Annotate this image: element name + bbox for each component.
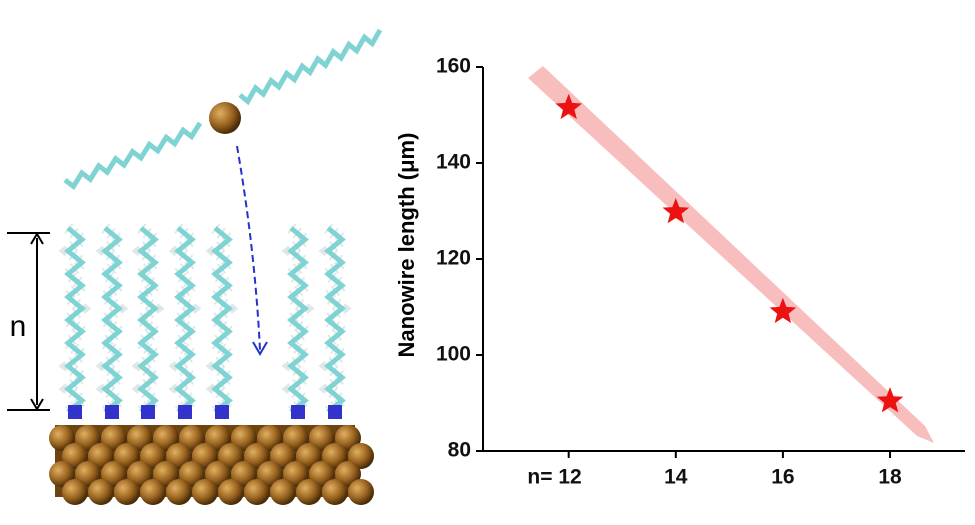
y-tick-label: 80: [448, 439, 471, 462]
gold-atom: [309, 461, 335, 487]
gold-atom: [153, 425, 179, 451]
gold-atom: [244, 479, 270, 505]
amine: [68, 405, 82, 419]
point: [769, 297, 797, 324]
gold-atom: [49, 425, 75, 451]
y-tick-label: 120: [436, 247, 471, 270]
gold-atom: [283, 461, 309, 487]
gold-atom: [205, 425, 231, 451]
gold-atom: [231, 425, 257, 451]
point: [876, 387, 904, 413]
gold-atom: [114, 443, 140, 469]
drop-arrow: [236, 145, 261, 351]
point: [555, 93, 582, 120]
gold-atom: [309, 425, 335, 451]
y-tick-label: 140: [436, 151, 471, 174]
gold-atom: [218, 443, 244, 469]
gold-atom: [231, 461, 257, 487]
amine: [328, 405, 342, 419]
x-tick-label: n= 12: [527, 466, 581, 489]
gold-atom: [257, 461, 283, 487]
gold-atom: [101, 461, 127, 487]
gold-atom: [101, 425, 127, 451]
gold-atom: [127, 425, 153, 451]
trend-arrow: [528, 66, 934, 443]
gold-atom: [179, 425, 205, 451]
gold-atom: [179, 461, 205, 487]
n-label: n: [10, 310, 27, 343]
y-axis-label: Nanowire length (μm): [394, 133, 419, 358]
chain: [174, 226, 196, 414]
gold-atom: [192, 443, 218, 469]
chain: [324, 226, 346, 414]
chain: [64, 226, 86, 414]
point: [662, 198, 690, 224]
free-chain: [63, 121, 203, 191]
drop-arrowhead: [252, 341, 268, 356]
amine: [105, 405, 119, 419]
gold-atom: [166, 479, 192, 505]
chain: [101, 226, 123, 414]
gold-atom: [348, 443, 374, 469]
chain: [211, 226, 233, 414]
gold-atom: [270, 479, 296, 505]
gold-atom: [257, 425, 283, 451]
gold-atom: [296, 479, 322, 505]
x-tick-label: 14: [664, 466, 688, 489]
gold-atom: [283, 425, 309, 451]
gold-atom: [127, 461, 153, 487]
gold-atom: [49, 461, 75, 487]
y-tick-label: 100: [436, 343, 471, 366]
gold-atom: [270, 443, 296, 469]
free-chain: [238, 28, 383, 106]
gold-atom: [140, 479, 166, 505]
x-tick-label: 16: [771, 466, 794, 489]
gold-atom: [322, 479, 348, 505]
amine: [215, 405, 229, 419]
x-tick-label: 18: [878, 466, 902, 489]
amine: [178, 405, 192, 419]
gold-atom: [322, 443, 348, 469]
gold-atom: [114, 479, 140, 505]
gold-atom: [75, 425, 101, 451]
gold-atom: [140, 443, 166, 469]
gold-atom: [166, 443, 192, 469]
gold-atom: [75, 461, 101, 487]
gold-atom: [88, 443, 114, 469]
gold-atom: [153, 461, 179, 487]
illustration: n: [7, 28, 383, 505]
bracket-arrows: [30, 232, 44, 411]
gold-atom: [62, 443, 88, 469]
gold-atom: [348, 479, 374, 505]
gold-atom: [335, 461, 361, 487]
gold-atom: [296, 443, 322, 469]
gold-atom: [192, 479, 218, 505]
nanoparticle: [209, 102, 241, 134]
chain: [137, 226, 159, 414]
gold-atom: [335, 425, 361, 451]
y-tick-label: 160: [436, 55, 471, 78]
gold-atom: [218, 479, 244, 505]
gold-atom: [244, 443, 270, 469]
gold-atom: [205, 461, 231, 487]
amine: [141, 405, 155, 419]
gold-atom: [88, 479, 114, 505]
amine: [291, 405, 305, 419]
chain: [287, 226, 309, 414]
gold-atom: [62, 479, 88, 505]
